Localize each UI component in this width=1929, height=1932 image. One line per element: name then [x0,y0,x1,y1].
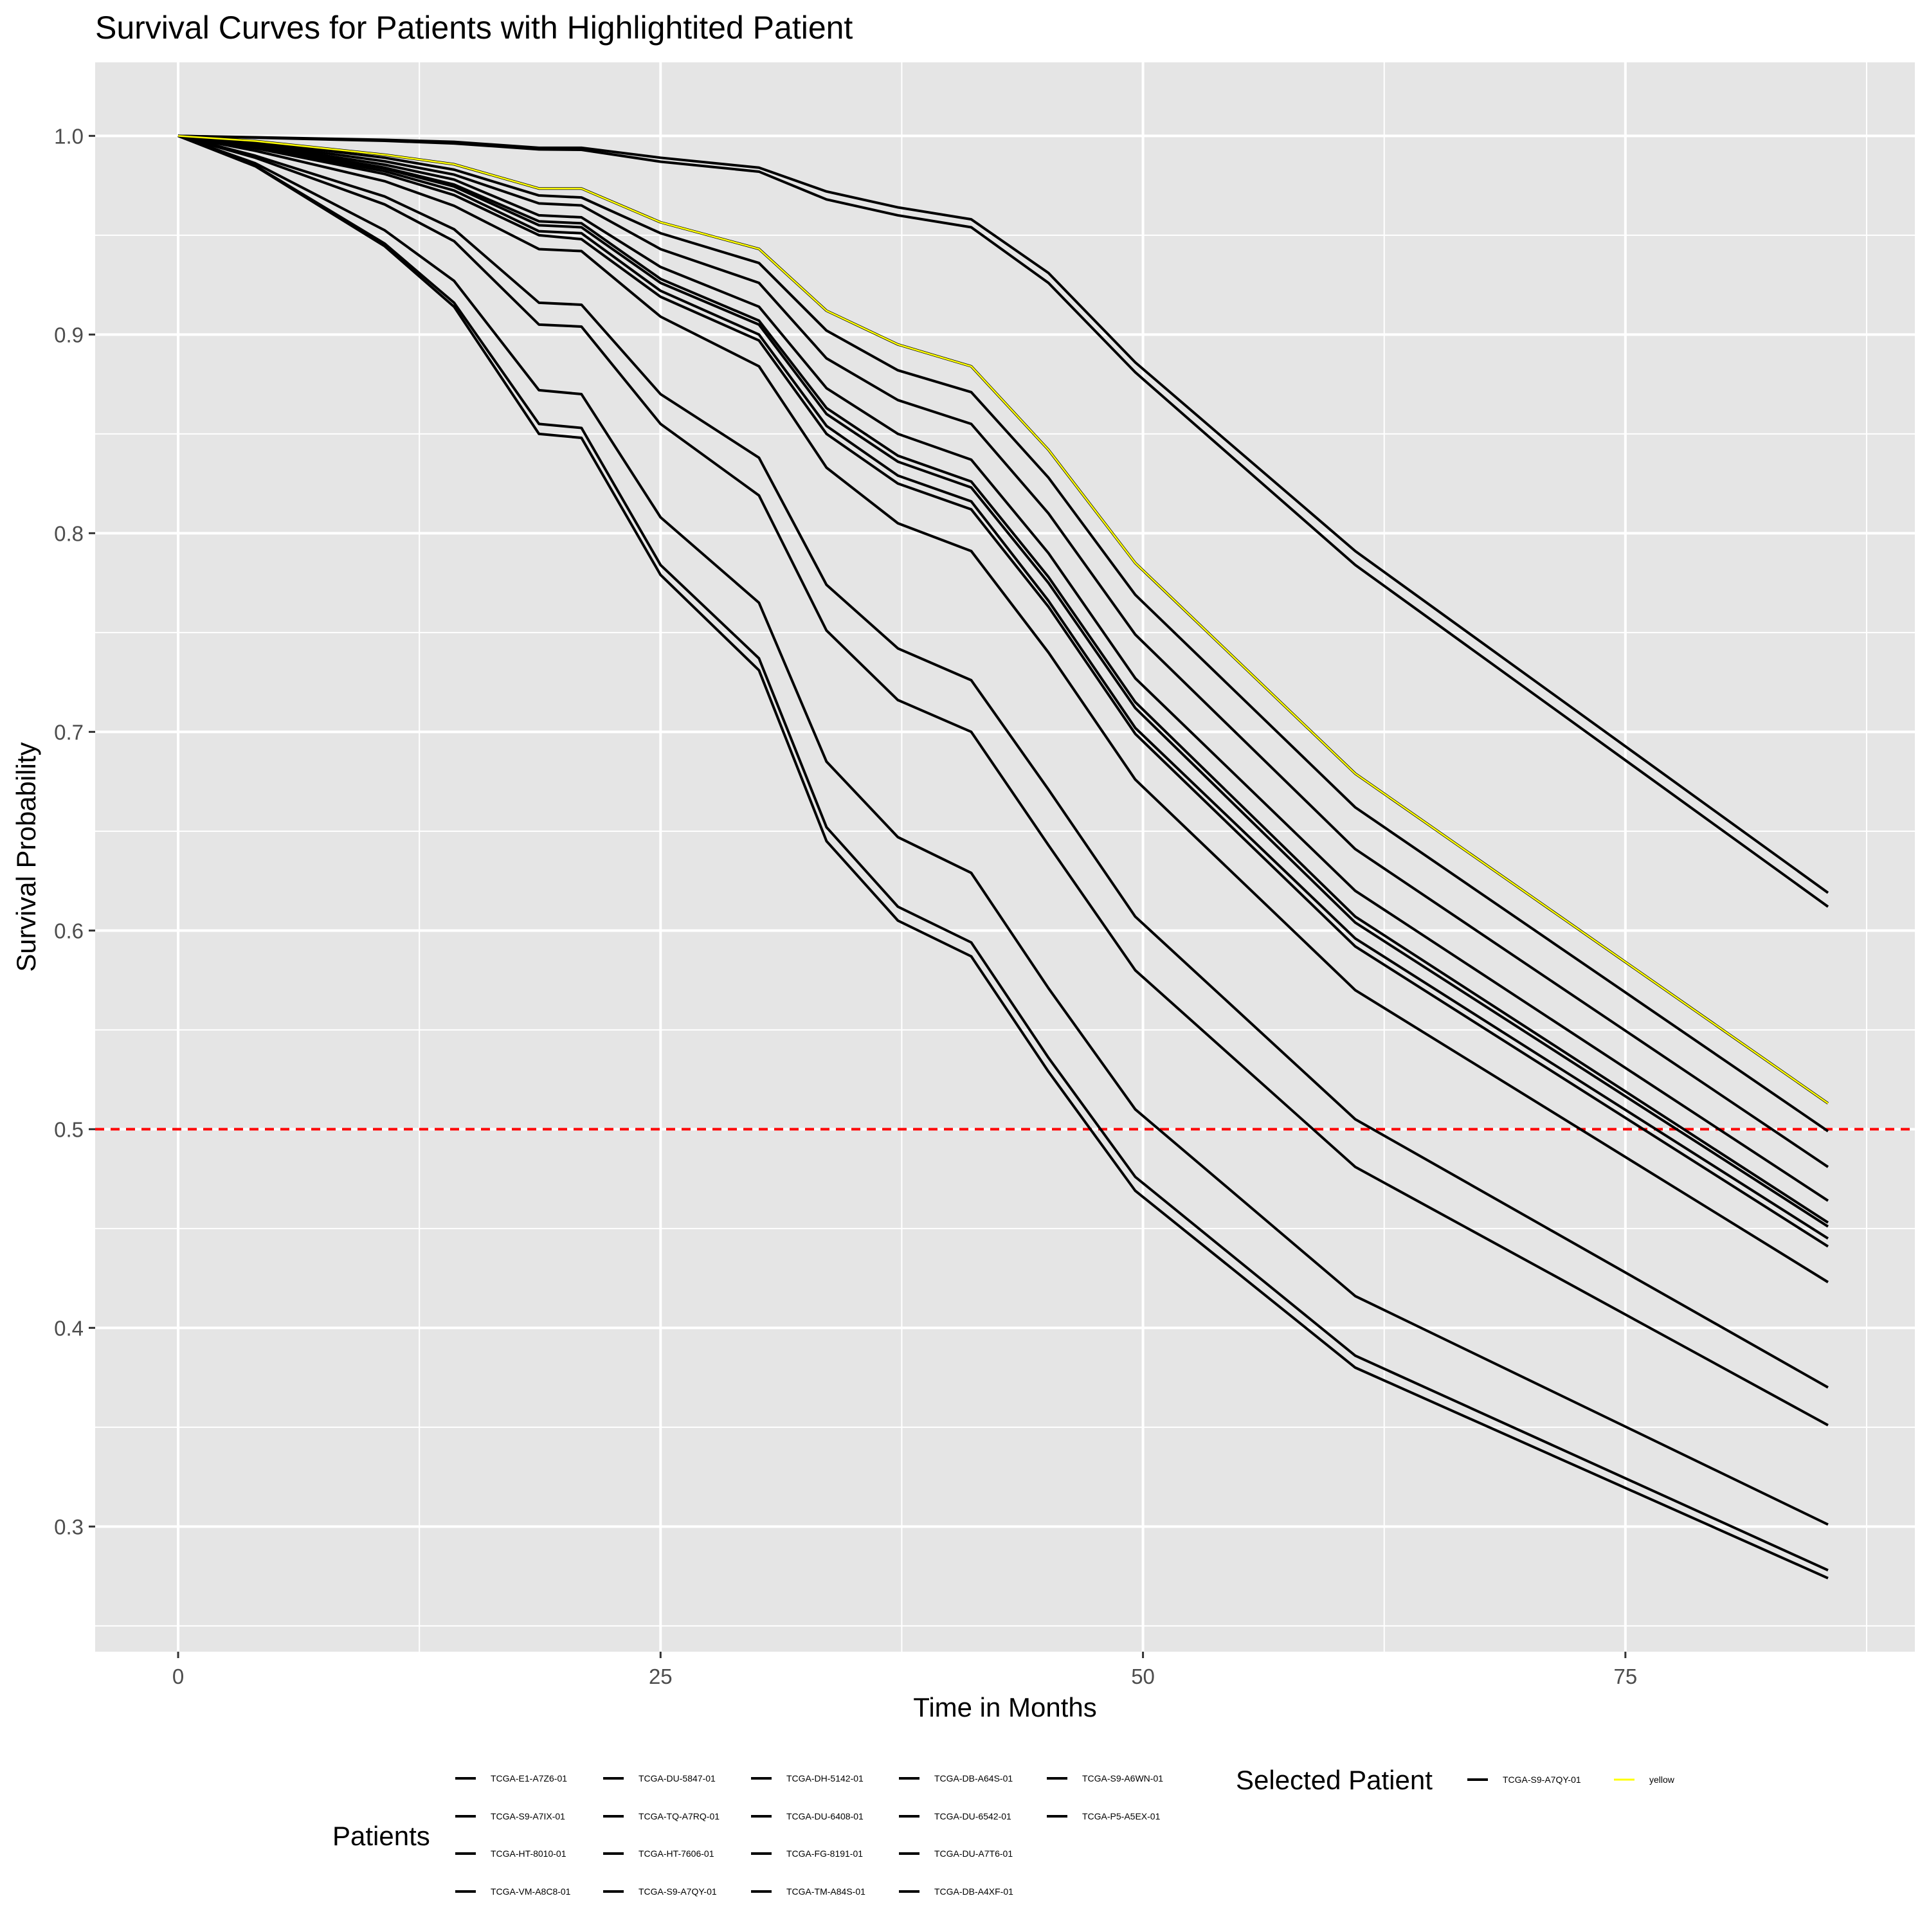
x-tick-label: 25 [649,1665,673,1688]
series-line-5 [177,134,1829,1202]
series-layer [177,134,1829,1580]
y-tick-label: 0.4 [54,1316,84,1340]
legend-label: TCGA-DB-A4XF-01 [934,1886,1013,1897]
series-line-15 [177,134,1829,1580]
legend-label: TCGA-DU-6542-01 [934,1811,1011,1821]
series-line-13 [177,134,1829,1526]
legend-label: TCGA-VM-A8C8-01 [491,1886,571,1897]
y-tick-label: 0.9 [54,323,84,347]
legend-label: TCGA-S9-A7IX-01 [491,1811,565,1821]
series-line-1 [177,134,1829,908]
y-tick-label: 0.6 [54,919,84,943]
series-line-11 [177,134,1829,1389]
legend-label: TCGA-S9-A6WN-01 [1082,1773,1163,1783]
series-line-10 [177,134,1829,1283]
legend-label: TCGA-DH-5142-01 [786,1773,864,1783]
legend-selected-title: Selected Patient [1236,1765,1433,1795]
legend-label: TCGA-TM-A84S-01 [786,1886,865,1897]
series-line-4 [177,134,1829,1168]
series-line-9 [177,134,1829,1248]
legend-label: TCGA-TQ-A7RQ-01 [638,1811,720,1821]
grid-minor [95,62,1915,1652]
chart-title: Survival Curves for Patients with Highli… [95,10,853,46]
x-tick-label: 0 [172,1665,184,1688]
legend-label: TCGA-HT-7606-01 [638,1848,714,1859]
plot-panel [95,62,1915,1652]
y-tick-label: 0.8 [54,521,84,545]
series-line-14 [177,134,1829,1572]
x-axis: 0 25 50 75 [172,1652,1637,1688]
legend-label: TCGA-DB-A64S-01 [934,1773,1013,1783]
legend-label-selected: TCGA-S9-A7QY-01 [1503,1774,1581,1785]
legend-label: TCGA-HT-8010-01 [491,1848,566,1859]
y-tick-label: 0.7 [54,720,84,744]
legend-selected: Selected Patient TCGA-S9-A7QY-01 yellow [1236,1765,1675,1795]
legend-label: TCGA-P5-A5EX-01 [1082,1811,1161,1821]
legend-label-selected: yellow [1649,1774,1675,1785]
x-tick-label: 75 [1613,1665,1637,1688]
x-axis-label: Time in Months [913,1692,1097,1722]
x-tick-label: 50 [1131,1665,1155,1688]
series-line-selected [177,135,1829,1105]
series-line-7 [177,134,1829,1228]
y-tick-label: 0.5 [54,1117,84,1141]
series-line-3 [177,134,1829,1133]
legend-label: TCGA-DU-A7T6-01 [934,1848,1013,1859]
y-tick-label: 0.3 [54,1515,84,1539]
series-line-12 [177,134,1829,1427]
y-axis: 0.3 0.4 0.5 0.6 0.7 0.8 0.9 1.0 [54,124,95,1539]
y-tick-label: 1.0 [54,124,84,148]
legend-label: TCGA-FG-8191-01 [786,1848,863,1859]
legend-label: TCGA-DU-6408-01 [786,1811,864,1821]
y-axis-label: Survival Probability [11,742,41,971]
legend-label: TCGA-E1-A7Z6-01 [491,1773,567,1783]
legend-patients-title: Patients [332,1821,430,1851]
legend-patients: Patients TCGA-E1-A7Z6-01 TCGA-S9-A7IX-01 T… [332,1773,1163,1897]
grid-major [95,62,1915,1652]
legend-label: TCGA-DU-5847-01 [638,1773,716,1783]
legend-label: TCGA-S9-A7QY-01 [638,1886,717,1897]
series-line-8 [177,134,1829,1240]
